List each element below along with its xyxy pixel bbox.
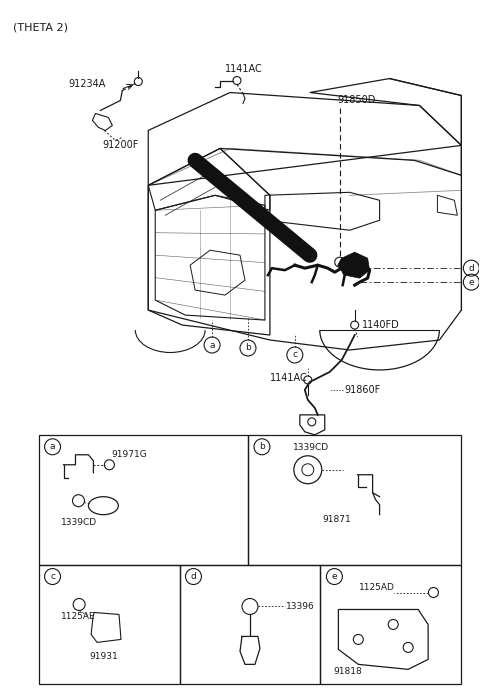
Text: 1339CD: 1339CD xyxy=(60,518,96,527)
Text: 1339CD: 1339CD xyxy=(293,443,329,452)
Text: 1125AD: 1125AD xyxy=(359,583,395,592)
Text: 91234A: 91234A xyxy=(69,79,106,88)
Text: 91860F: 91860F xyxy=(345,385,381,395)
Bar xyxy=(321,564,461,685)
Text: c: c xyxy=(50,572,55,581)
Text: d: d xyxy=(191,572,196,581)
Bar xyxy=(38,435,248,564)
Text: 1140FD: 1140FD xyxy=(361,320,399,330)
Text: b: b xyxy=(259,442,265,451)
Text: a: a xyxy=(50,442,55,451)
Text: a: a xyxy=(209,341,215,350)
Text: b: b xyxy=(245,343,251,352)
Bar xyxy=(180,564,321,685)
Text: 91971G: 91971G xyxy=(111,450,147,459)
Text: d: d xyxy=(468,263,474,272)
Text: 91818: 91818 xyxy=(334,667,362,676)
Text: 91871: 91871 xyxy=(323,515,351,524)
Text: e: e xyxy=(332,572,337,581)
Polygon shape xyxy=(338,252,370,278)
Text: 1141AC: 1141AC xyxy=(270,373,308,383)
Text: (THETA 2): (THETA 2) xyxy=(12,23,68,33)
Text: 91931: 91931 xyxy=(89,652,118,661)
Text: 13396: 13396 xyxy=(286,602,314,611)
Text: c: c xyxy=(292,350,297,359)
Text: e: e xyxy=(468,277,474,286)
Text: 91850D: 91850D xyxy=(338,95,376,106)
Text: 1125AE: 1125AE xyxy=(61,612,96,621)
Text: 91200F: 91200F xyxy=(102,140,139,150)
Bar xyxy=(248,435,461,564)
Text: 1141AC: 1141AC xyxy=(225,63,263,74)
Bar xyxy=(38,564,180,685)
